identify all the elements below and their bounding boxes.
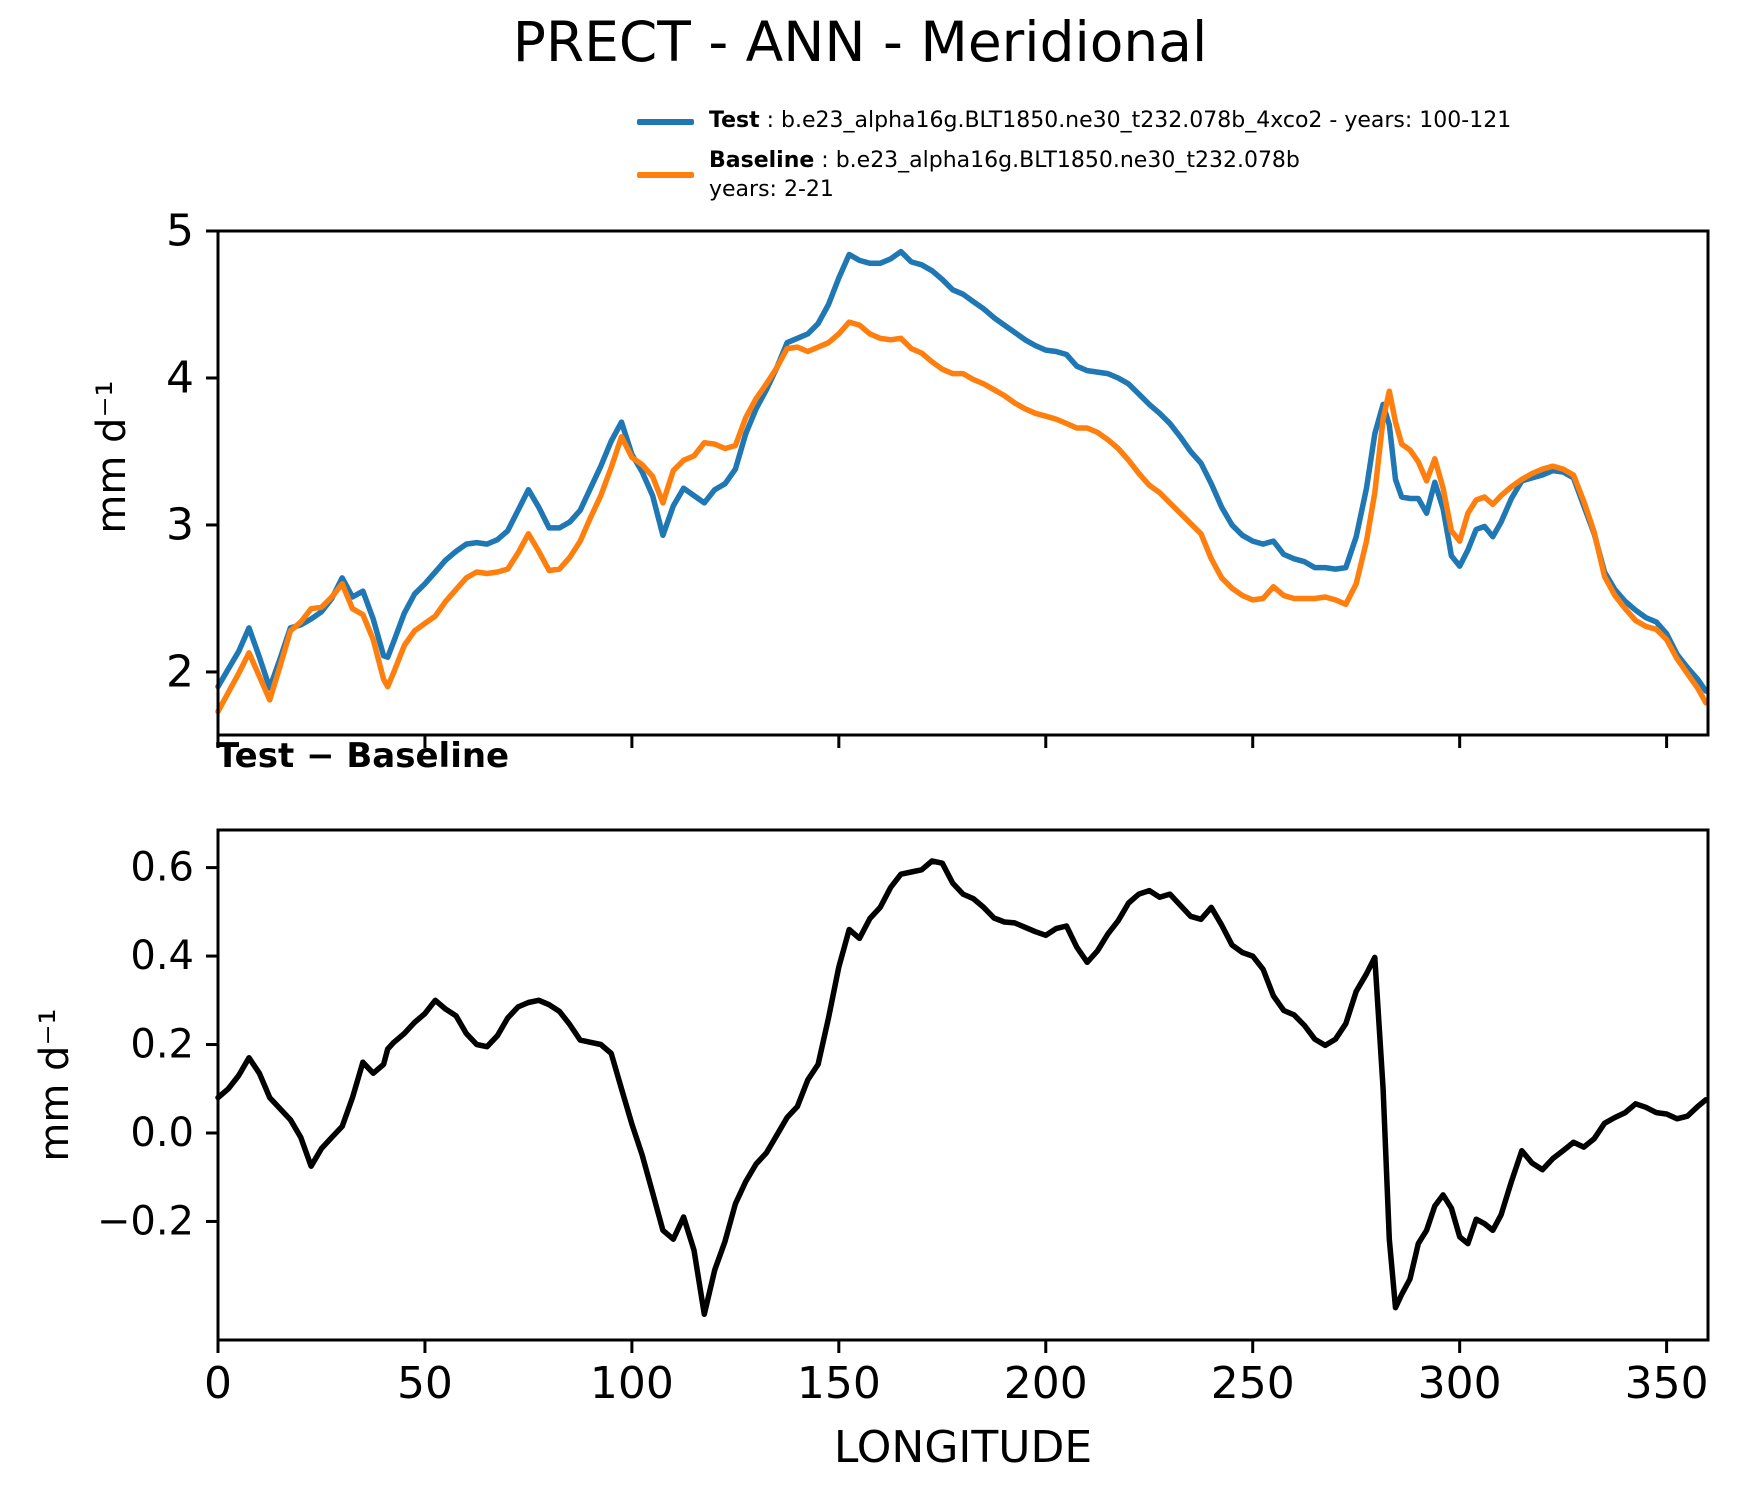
panel-main: 2 3 4 5	[166, 206, 1710, 748]
legend-test-label: Test	[709, 108, 760, 133]
y-tick-label: 2	[166, 646, 194, 697]
legend-baseline-label: Baseline	[709, 148, 815, 173]
y-tick-label: 4	[166, 352, 194, 403]
x-tick-label: 200	[1004, 1358, 1088, 1409]
x-axis-label: LONGITUDE	[833, 1422, 1093, 1473]
legend-entry-baseline: Baseline : b.e23_alpha16g.BLT1850.ne30_t…	[709, 146, 1300, 204]
panel-difference: −0.2 0.0 0.2 0.4 0.6 0 50 100 150 200 250 300 350	[97, 828, 1710, 1409]
y-tick-label: 3	[166, 499, 194, 550]
series-line-test-baseline	[215, 858, 1709, 1318]
figure-title: PRECT - ANN - Meridional	[512, 10, 1208, 74]
test-line-swatch	[637, 119, 694, 125]
x-tick-label: 350	[1625, 1358, 1709, 1409]
x-tick-label: 150	[797, 1358, 881, 1409]
y-tick-label: 0.6	[130, 845, 194, 891]
x-tick-label: 50	[397, 1358, 453, 1409]
x-tick-label: 0	[204, 1358, 232, 1409]
legend-entry-test: Test : b.e23_alpha16g.BLT1850.ne30_t232.…	[709, 106, 1511, 135]
axes-frame	[216, 828, 1710, 1342]
y-tick-label: −0.2	[97, 1198, 194, 1244]
x-tick-label: 100	[590, 1358, 674, 1409]
axes-frame	[216, 229, 1710, 737]
legend-baseline-years: years: 2-21	[709, 177, 834, 202]
series-line-test	[215, 248, 1709, 694]
y-tick-label: 0.4	[130, 933, 194, 979]
diff-panel-title: Test − Baseline	[216, 736, 510, 776]
legend-test-desc: : b.e23_alpha16g.BLT1850.ne30_t232.078b_…	[759, 108, 1512, 133]
y-tick-label: 5	[166, 206, 194, 257]
y-tick-label: 0.2	[130, 1022, 194, 1068]
x-tick-label: 250	[1211, 1358, 1295, 1409]
baseline-line-swatch	[637, 172, 694, 178]
legend-baseline-desc: : b.e23_alpha16g.BLT1850.ne30_t232.078b	[814, 148, 1300, 173]
series-line-baseline	[215, 319, 1709, 715]
y-tick-label: 0.0	[130, 1110, 194, 1156]
x-tick-label: 300	[1418, 1358, 1502, 1409]
